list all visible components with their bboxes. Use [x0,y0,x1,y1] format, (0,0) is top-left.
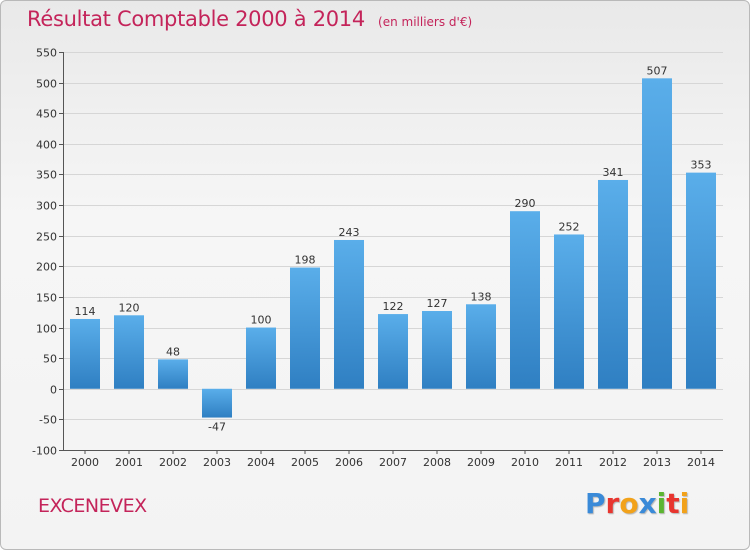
data-label: 252 [559,220,580,233]
bar [246,327,276,389]
data-label: 290 [515,197,536,210]
data-label: 114 [75,305,96,318]
chart-title: Résultat Comptable 2000 à 2014 [27,7,365,31]
bar [158,359,188,389]
bar [378,314,408,389]
bar [686,172,716,389]
bar [422,311,452,389]
y-tick-label: 450 [36,108,57,121]
x-tick-label: 2008 [423,456,451,469]
logo-letter: r [605,487,620,520]
bar [202,388,232,418]
bar [510,211,540,389]
x-tick-label: 2004 [247,456,275,469]
x-tick-label: 2009 [467,456,495,469]
bar [114,315,144,389]
y-tick-label: 100 [36,323,57,336]
data-label: 243 [339,226,360,239]
y-tick-label: 400 [36,139,57,152]
logo-letter: P [585,487,606,520]
data-label: 198 [295,254,316,267]
logo-letter: o [619,487,639,520]
data-label: 120 [119,301,140,314]
data-label: 127 [427,297,448,310]
y-tick-label: 250 [36,231,57,244]
y-tick-label: 300 [36,200,57,213]
y-tick-label: 50 [43,353,57,366]
x-tick-label: 2010 [511,456,539,469]
x-tick-label: 2003 [203,456,231,469]
axis-layer: -100 -50 0 50 100 150 200 250 300 350 400 450 500 550… [32,47,723,469]
y-tick-label: -100 [32,445,57,458]
x-tick-label: 2011 [555,456,583,469]
data-label: 48 [166,345,180,358]
bar [466,304,496,389]
y-tick-label: 500 [36,78,57,91]
bar [290,267,320,389]
logo-letter: x [638,487,657,520]
y-tick-label: 0 [50,384,57,397]
data-label: 138 [471,290,492,303]
x-tick-label: 2002 [159,456,187,469]
x-tick-label: 2006 [335,456,363,469]
x-tick-label: 2001 [115,456,143,469]
x-tick-label: 2014 [687,456,715,469]
data-label: -47 [208,421,226,434]
x-tick-label: 2007 [379,456,407,469]
y-tick-label: -50 [39,414,57,427]
bar [554,234,584,389]
x-tick-label: 2005 [291,456,319,469]
commune-name: EXCENEVEX [38,495,147,517]
data-label: 100 [251,314,272,327]
y-tick-label: 550 [36,47,57,60]
x-tick-label: 2000 [71,456,99,469]
logo-letter: i [679,487,690,520]
logo-letter: i [656,487,667,520]
bar [334,239,364,389]
logo-letter: t [666,487,680,520]
x-tick-label: 2012 [599,456,627,469]
label-layer: 114 120 48 -47 100 198 243 122 127 138 290 252 341 50… [75,64,712,433]
y-tick-label: 350 [36,169,57,182]
y-tick-label: 200 [36,261,57,274]
bar-layer [70,78,716,418]
title-row: Résultat Comptable 2000 à 2014 (en milli… [27,7,472,31]
data-label: 507 [647,64,668,77]
y-tick-label: 150 [36,292,57,305]
bar [70,318,100,389]
bar [642,78,672,389]
x-tick-label: 2013 [643,456,671,469]
chart-subtitle: (en milliers d'€) [378,15,473,29]
data-label: 353 [691,159,712,172]
bar [598,179,628,389]
proxiti-logo: Proxiti [585,487,689,520]
data-label: 122 [383,300,404,313]
data-label: 341 [603,166,624,179]
